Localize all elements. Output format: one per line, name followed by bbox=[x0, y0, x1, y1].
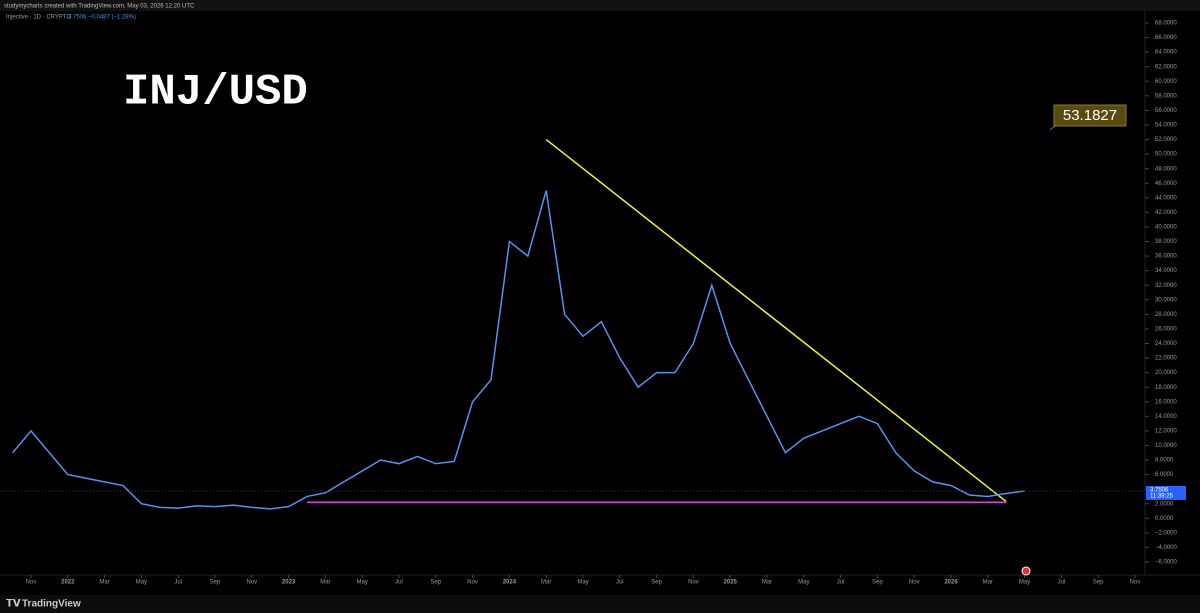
x-tick-label: Jul bbox=[837, 580, 845, 586]
x-tick-label: Mar bbox=[983, 580, 993, 586]
annotation-text: 53.1827 bbox=[1063, 107, 1117, 124]
x-tick-label: Mar bbox=[320, 580, 330, 586]
y-tick-label: 62.0000 bbox=[1155, 64, 1177, 70]
footer-bar bbox=[0, 595, 1200, 613]
y-tick-label: 38.0000 bbox=[1155, 239, 1177, 245]
y-tick-label: 16.0000 bbox=[1155, 399, 1177, 405]
y-tick-label: 36.0000 bbox=[1155, 254, 1177, 260]
x-tick-label: Nov bbox=[909, 580, 920, 586]
x-tick-label: 2025 bbox=[724, 580, 738, 586]
x-tick-label: May bbox=[577, 580, 588, 586]
x-tick-label: Sep bbox=[872, 580, 883, 586]
y-tick-label: 52.0000 bbox=[1155, 137, 1177, 143]
y-tick-label: 54.0000 bbox=[1155, 123, 1177, 129]
x-tick-label: Jul bbox=[395, 580, 403, 586]
x-tick-label: Sep bbox=[651, 580, 662, 586]
x-tick-label: 2023 bbox=[282, 580, 296, 586]
x-tick-label: Nov bbox=[26, 580, 37, 586]
y-tick-label: 6.0000 bbox=[1155, 472, 1174, 478]
x-tick-label: May bbox=[136, 580, 147, 586]
y-tick-label: 20.0000 bbox=[1155, 370, 1177, 376]
y-tick-label: 58.0000 bbox=[1155, 93, 1177, 99]
y-tick-label: 32.0000 bbox=[1155, 283, 1177, 289]
x-tick-label: May bbox=[1019, 580, 1030, 586]
y-tick-label: 8.0000 bbox=[1155, 458, 1174, 464]
x-tick-label: Nov bbox=[246, 580, 257, 586]
x-tick-label: Sep bbox=[430, 580, 441, 586]
y-tick-label: 34.0000 bbox=[1155, 268, 1177, 274]
x-tick-label: Nov bbox=[467, 580, 478, 586]
price-line bbox=[12, 190, 1025, 510]
y-tick-label: 26.0000 bbox=[1155, 326, 1177, 332]
x-tick-label: 2024 bbox=[503, 580, 517, 586]
x-tick-label: Jul bbox=[174, 580, 182, 586]
y-tick-label: 24.0000 bbox=[1155, 341, 1177, 347]
x-tick-label: Jul bbox=[616, 580, 624, 586]
symbol-title: INJ/USD bbox=[123, 68, 308, 118]
y-tick-label: −4.0000 bbox=[1155, 545, 1178, 551]
y-tick-label: 0.0000 bbox=[1155, 516, 1174, 522]
y-tick-label: 40.0000 bbox=[1155, 225, 1177, 231]
y-tick-label: 56.0000 bbox=[1155, 108, 1177, 114]
y-tick-label: 42.0000 bbox=[1155, 210, 1177, 216]
x-tick-label: May bbox=[798, 580, 809, 586]
y-tick-label: 68.0000 bbox=[1155, 21, 1177, 27]
x-tick-label: Nov bbox=[688, 580, 699, 586]
y-tick-label: 30.0000 bbox=[1155, 297, 1177, 303]
x-tick-label: Nov bbox=[1130, 580, 1141, 586]
x-tick-label: 2022 bbox=[61, 580, 75, 586]
brand: TradingView bbox=[22, 599, 81, 610]
y-tick-label: −2.0000 bbox=[1155, 530, 1178, 536]
y-tick-label: −6.0000 bbox=[1155, 560, 1178, 566]
annotation-box bbox=[1053, 104, 1127, 127]
x-tick-label: Sep bbox=[1093, 580, 1104, 586]
y-tick-label: 64.0000 bbox=[1155, 50, 1177, 56]
x-tick-label: Mar bbox=[762, 580, 772, 586]
x-tick-label: Mar bbox=[99, 580, 109, 586]
countdown: 11:39:25 bbox=[1150, 494, 1174, 500]
y-tick-label: 10.0000 bbox=[1155, 443, 1177, 449]
legend-change: −0.0487 (−1.28%) bbox=[88, 15, 136, 21]
y-tick-label: 14.0000 bbox=[1155, 414, 1177, 420]
x-tick-label: Jul bbox=[1058, 580, 1066, 586]
y-tick-label: 28.0000 bbox=[1155, 312, 1177, 318]
legend-name: Injective · 1D · CRYPTO bbox=[6, 15, 71, 21]
x-tick-label: Mar bbox=[541, 580, 551, 586]
y-tick-label: 2.0000 bbox=[1155, 501, 1174, 507]
y-tick-label: 46.0000 bbox=[1155, 181, 1177, 187]
legend-price: 3.7506 bbox=[68, 15, 87, 21]
y-tick-label: 48.0000 bbox=[1155, 166, 1177, 172]
y-tick-label: 18.0000 bbox=[1155, 385, 1177, 391]
y-tick-label: 50.0000 bbox=[1155, 152, 1177, 158]
y-tick-label: 22.0000 bbox=[1155, 356, 1177, 362]
price-tag bbox=[1146, 485, 1186, 500]
y-tick-label: 66.0000 bbox=[1155, 35, 1177, 41]
price-tag-text: 3.7506 bbox=[1150, 488, 1169, 494]
header: studymycharts created with TradingView.c… bbox=[4, 4, 195, 10]
y-tick-label: 44.0000 bbox=[1155, 195, 1177, 201]
top-bar bbox=[0, 0, 1200, 11]
trend-line bbox=[545, 138, 1007, 503]
brand-logo: 𝗧𝗩 bbox=[6, 599, 21, 610]
y-tick-label: 60.0000 bbox=[1155, 79, 1177, 85]
x-tick-label: Sep bbox=[210, 580, 221, 586]
x-tick-label: May bbox=[357, 580, 368, 586]
y-tick-label: 12.0000 bbox=[1155, 428, 1177, 434]
x-tick-label: 2026 bbox=[944, 580, 958, 586]
event-icon bbox=[1021, 566, 1031, 576]
